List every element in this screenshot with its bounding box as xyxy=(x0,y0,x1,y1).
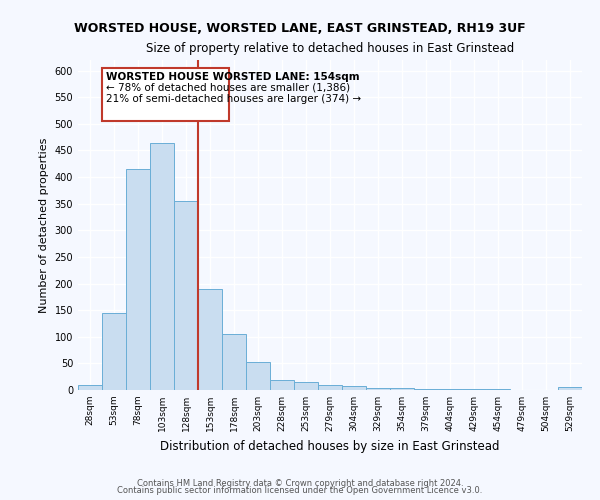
Text: Contains public sector information licensed under the Open Government Licence v3: Contains public sector information licen… xyxy=(118,486,482,495)
Bar xyxy=(414,389,438,390)
Bar xyxy=(174,201,198,390)
Bar xyxy=(294,382,318,390)
Title: Size of property relative to detached houses in East Grinstead: Size of property relative to detached ho… xyxy=(146,42,514,54)
Bar xyxy=(102,313,126,390)
Bar xyxy=(318,384,342,390)
Y-axis label: Number of detached properties: Number of detached properties xyxy=(39,138,49,312)
Bar xyxy=(366,388,390,390)
Text: 21% of semi-detached houses are larger (374) →: 21% of semi-detached houses are larger (… xyxy=(106,94,361,104)
Text: ← 78% of detached houses are smaller (1,386): ← 78% of detached houses are smaller (1,… xyxy=(106,83,350,93)
X-axis label: Distribution of detached houses by size in East Grinstead: Distribution of detached houses by size … xyxy=(160,440,500,452)
Text: Contains HM Land Registry data © Crown copyright and database right 2024.: Contains HM Land Registry data © Crown c… xyxy=(137,478,463,488)
Bar xyxy=(126,169,150,390)
FancyBboxPatch shape xyxy=(102,68,229,121)
Text: WORSTED HOUSE, WORSTED LANE, EAST GRINSTEAD, RH19 3UF: WORSTED HOUSE, WORSTED LANE, EAST GRINST… xyxy=(74,22,526,36)
Bar xyxy=(78,384,102,390)
Bar xyxy=(558,388,582,390)
Text: WORSTED HOUSE WORSTED LANE: 154sqm: WORSTED HOUSE WORSTED LANE: 154sqm xyxy=(106,72,359,82)
Bar xyxy=(198,289,222,390)
Bar xyxy=(222,334,246,390)
Bar xyxy=(246,362,270,390)
Bar xyxy=(390,388,414,390)
Bar xyxy=(150,142,174,390)
Bar xyxy=(270,380,294,390)
Bar xyxy=(342,386,366,390)
